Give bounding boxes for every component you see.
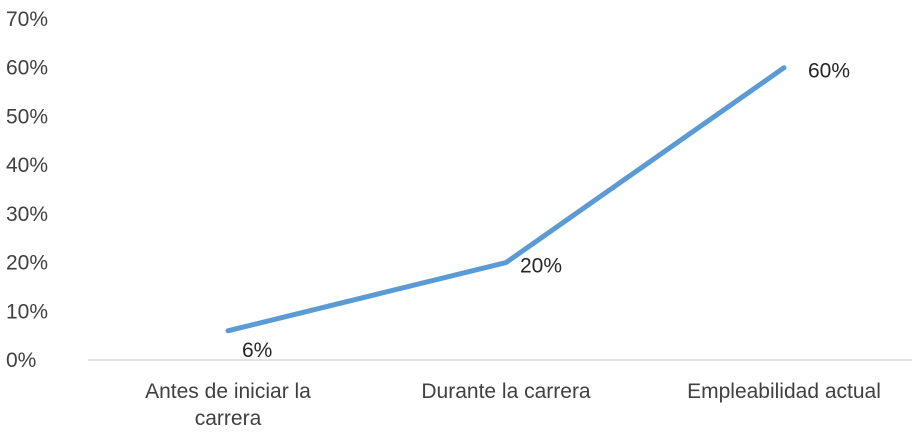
y-tick-label: 30% <box>6 203 48 226</box>
series-line <box>225 65 787 334</box>
y-tick-label: 60% <box>6 57 48 80</box>
x-tick-label: Durante la carrera <box>421 380 591 403</box>
y-tick-label: 40% <box>6 154 48 177</box>
y-tick-label: 0% <box>6 349 36 372</box>
y-axis: 0% 10% 20% 30% 40% 50% 60% 70% <box>6 8 48 372</box>
y-tick-label: 10% <box>6 300 48 323</box>
data-label: 60% <box>808 60 850 83</box>
x-axis: Antes de iniciar la carrera Durante la car… <box>145 380 881 430</box>
x-tick-label: Empleabilidad actual <box>687 380 881 403</box>
y-tick-label: 20% <box>6 252 48 275</box>
x-tick-label-line: Antes de iniciar la <box>145 380 311 403</box>
x-tick-label: Antes de iniciar la carrera <box>145 380 311 430</box>
x-tick-label-line: Empleabilidad actual <box>687 380 881 403</box>
data-labels: 6% 20% 60% <box>242 60 850 362</box>
x-tick-label-line: carrera <box>195 407 262 430</box>
data-label: 20% <box>520 255 562 278</box>
data-label: 6% <box>242 339 272 362</box>
y-tick-label: 70% <box>6 8 48 31</box>
x-tick-label-line: Durante la carrera <box>421 380 591 403</box>
y-tick-label: 50% <box>6 105 48 128</box>
